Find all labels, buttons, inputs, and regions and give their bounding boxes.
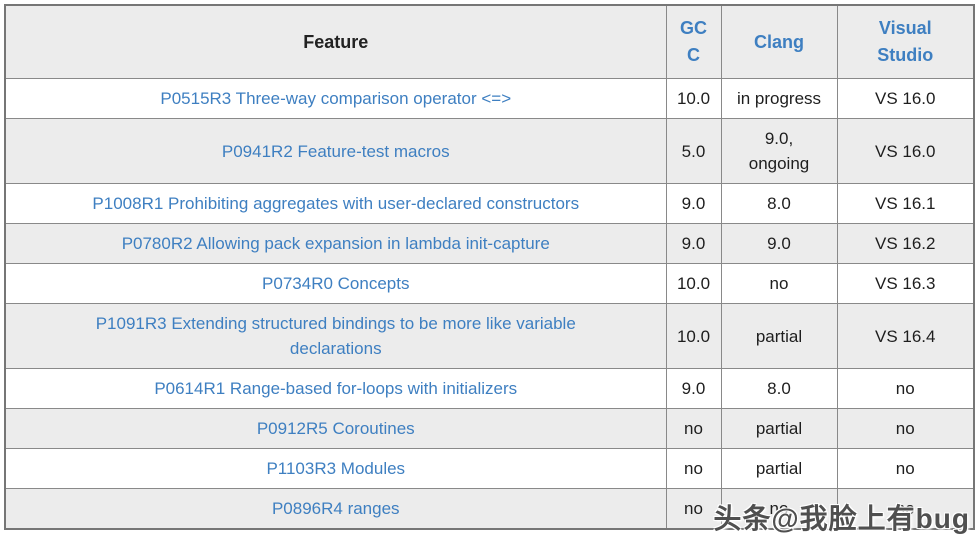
- table-row: P0941R2 Feature-test macros 5.0 9.0, ong…: [4, 118, 975, 184]
- gcc-cell: 9.0: [665, 183, 722, 224]
- feature-link[interactable]: P0896R4 ranges: [271, 499, 400, 518]
- feature-link[interactable]: P0780R2 Allowing pack expansion in lambd…: [121, 234, 550, 253]
- column-header-gcc: GCC: [665, 4, 722, 79]
- vs-cell: VS 16.0: [836, 118, 975, 184]
- clang-cell: in progress: [720, 78, 838, 119]
- column-header-visual-studio-label: Visual Studio: [877, 18, 934, 65]
- feature-link[interactable]: P1091R3 Extending structured bindings to…: [95, 314, 576, 358]
- feature-link[interactable]: P0515R3 Three-way comparison operator <=…: [160, 89, 512, 108]
- clang-cell: 8.0: [720, 183, 838, 224]
- feature-cell: P0734R0 Concepts: [4, 263, 667, 304]
- feature-cell: P1008R1 Prohibiting aggregates with user…: [4, 183, 667, 224]
- gcc-cell: 5.0: [665, 118, 722, 184]
- table-row: P0734R0 Concepts 10.0 no VS 16.3: [4, 263, 975, 304]
- vs-cell: no: [836, 368, 975, 409]
- feature-cell: P0780R2 Allowing pack expansion in lambd…: [4, 223, 667, 264]
- column-header-gcc-label: GCC: [680, 18, 707, 65]
- compiler-support-table: Feature GCC Clang Visual Studio P0515R3 …: [4, 4, 975, 530]
- feature-link[interactable]: P1103R3 Modules: [266, 459, 406, 478]
- feature-link[interactable]: P0941R2 Feature-test macros: [221, 141, 450, 161]
- table-row: P0780R2 Allowing pack expansion in lambd…: [4, 223, 975, 264]
- table-row: P1103R3 Modules no partial no: [4, 448, 975, 489]
- feature-link[interactable]: P0614R1 Range-based for-loops with initi…: [154, 379, 518, 398]
- table-row: P0515R3 Three-way comparison operator <=…: [4, 78, 975, 119]
- clang-cell: 8.0: [720, 368, 838, 409]
- table-row: P1091R3 Extending structured bindings to…: [4, 303, 975, 369]
- gcc-cell: no: [665, 448, 722, 489]
- feature-cell: P0941R2 Feature-test macros: [4, 118, 667, 184]
- vs-cell: VS 16.3: [836, 263, 975, 304]
- column-header-clang: Clang: [720, 4, 838, 79]
- feature-cell: P0614R1 Range-based for-loops with initi…: [4, 368, 667, 409]
- vs-cell: VS 16.1: [836, 183, 975, 224]
- vs-cell: VS 16.4: [836, 303, 975, 369]
- clang-cell: 9.0, ongoing: [720, 118, 838, 184]
- table-body: P0515R3 Three-way comparison operator <=…: [4, 78, 975, 530]
- feature-cell: P0515R3 Three-way comparison operator <=…: [4, 78, 667, 119]
- feature-cell: P0896R4 ranges: [4, 488, 667, 530]
- table-header: Feature GCC Clang Visual Studio: [4, 4, 975, 79]
- clang-cell: no: [720, 263, 838, 304]
- gcc-cell: no: [665, 488, 722, 530]
- gcc-cell: 10.0: [665, 78, 722, 119]
- gcc-cell: 10.0: [665, 263, 722, 304]
- gcc-cell: 9.0: [665, 223, 722, 264]
- feature-cell: P1103R3 Modules: [4, 448, 667, 489]
- table-row: P0912R5 Coroutines no partial no: [4, 408, 975, 449]
- clang-cell: no: [720, 488, 838, 530]
- table-row: P1008R1 Prohibiting aggregates with user…: [4, 183, 975, 224]
- gcc-cell: 10.0: [665, 303, 722, 369]
- gcc-cell: 9.0: [665, 368, 722, 409]
- vs-cell: VS 16.0: [836, 78, 975, 119]
- feature-link[interactable]: P0912R5 Coroutines: [256, 419, 415, 438]
- header-row: Feature GCC Clang Visual Studio: [4, 4, 975, 79]
- column-header-feature: Feature: [4, 4, 667, 79]
- column-header-visual-studio: Visual Studio: [836, 4, 975, 79]
- feature-link[interactable]: P1008R1 Prohibiting aggregates with user…: [92, 194, 580, 213]
- feature-cell: P1091R3 Extending structured bindings to…: [4, 303, 667, 369]
- clang-cell: 9.0: [720, 223, 838, 264]
- clang-cell: partial: [720, 303, 838, 369]
- vs-cell: no: [836, 408, 975, 449]
- table-row: P0896R4 ranges no no no: [4, 488, 975, 530]
- table-row: P0614R1 Range-based for-loops with initi…: [4, 368, 975, 409]
- feature-link[interactable]: P0734R0 Concepts: [262, 274, 410, 293]
- gcc-cell: no: [665, 408, 722, 449]
- column-header-feature-label: Feature: [303, 31, 369, 52]
- clang-cell: partial: [720, 448, 838, 489]
- feature-cell: P0912R5 Coroutines: [4, 408, 667, 449]
- column-header-clang-label: Clang: [753, 31, 804, 52]
- vs-cell: no: [836, 488, 975, 530]
- vs-cell: no: [836, 448, 975, 489]
- clang-cell: partial: [720, 408, 838, 449]
- vs-cell: VS 16.2: [836, 223, 975, 264]
